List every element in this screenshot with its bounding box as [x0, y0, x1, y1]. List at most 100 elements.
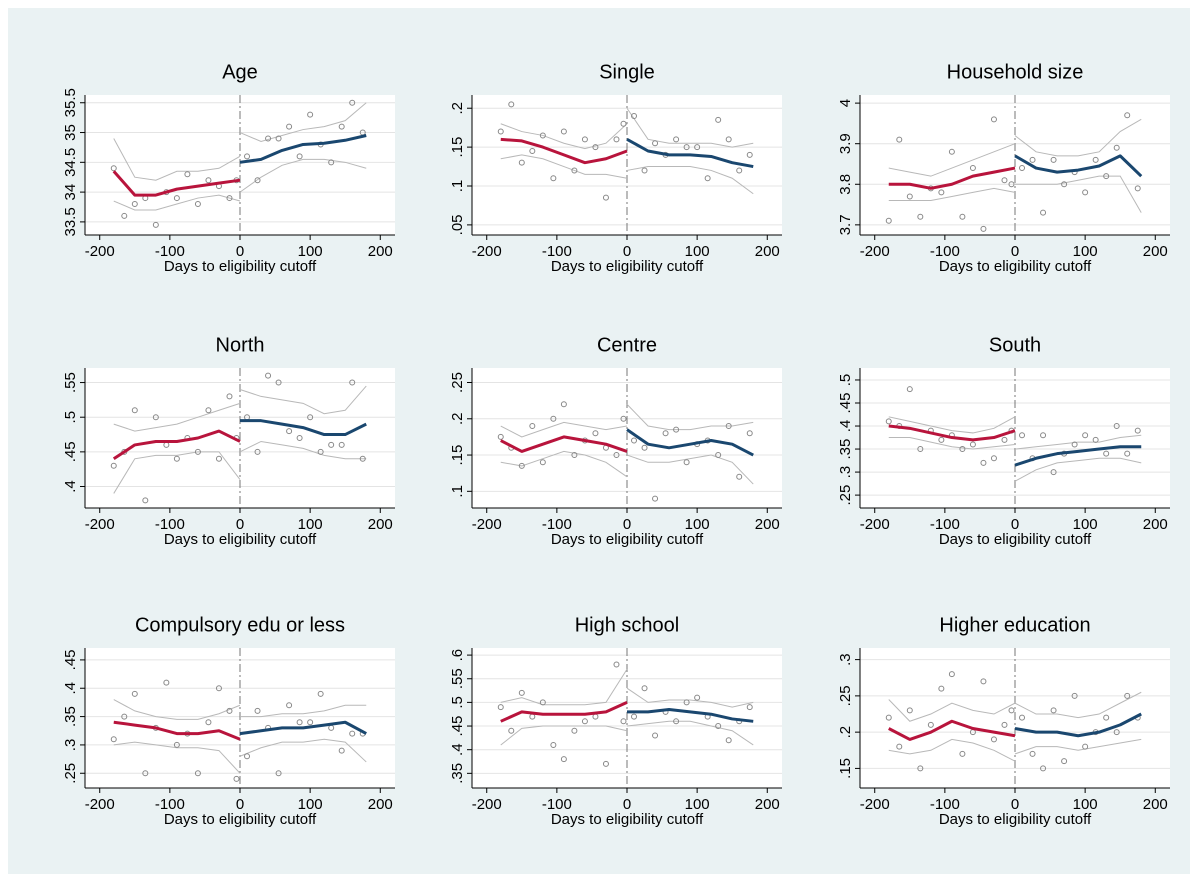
fit-line [239, 134, 367, 164]
data-point [359, 455, 366, 462]
data-point [1001, 436, 1008, 443]
data-point [715, 723, 722, 730]
data-point [620, 718, 627, 725]
fit-line [240, 419, 367, 437]
ci-line [500, 123, 628, 150]
data-point [233, 775, 240, 782]
fit-line [113, 720, 241, 741]
y-tick-label: .25 [837, 685, 854, 706]
data-point [205, 177, 212, 184]
data-point [948, 671, 955, 678]
x-tick-label: 0 [1011, 516, 1019, 533]
data-point [602, 760, 609, 767]
x-axis-label: Days to eligibility cutoff [551, 811, 704, 828]
x-tick-label: 100 [685, 796, 710, 813]
data-point [673, 718, 680, 725]
data-point [613, 661, 620, 668]
data-point [296, 435, 303, 441]
data-point [746, 704, 753, 711]
data-point [592, 430, 599, 437]
x-tick-label: -100 [155, 243, 185, 260]
data-point [1103, 450, 1110, 457]
data-point [110, 736, 117, 743]
data-point [906, 193, 913, 200]
ci-line [500, 450, 628, 478]
data-point [142, 770, 149, 777]
data-point [725, 136, 732, 143]
data-point [959, 213, 966, 220]
x-tick-label: -200 [85, 796, 115, 813]
data-point [194, 448, 201, 455]
data-point [631, 437, 638, 444]
y-tick-label: .55 [62, 372, 79, 393]
panel-title: Household size [947, 61, 1084, 83]
data-point [969, 441, 976, 448]
data-point [652, 732, 659, 739]
data-point [620, 120, 627, 127]
data-point [746, 151, 753, 158]
y-tick-label: .6 [449, 649, 466, 662]
ci-line [113, 402, 241, 432]
data-point [254, 448, 261, 455]
ci-line [1014, 434, 1142, 450]
data-point [917, 213, 924, 220]
fit-line [888, 166, 1016, 190]
data-point [275, 770, 282, 777]
data-point [641, 444, 648, 451]
y-tick-label: .2 [449, 413, 466, 426]
data-point [1103, 173, 1110, 180]
data-point [715, 116, 722, 123]
data-point [529, 423, 536, 430]
data-point [497, 128, 504, 135]
data-point [917, 446, 924, 453]
data-point [1071, 692, 1078, 699]
panel-title: Age [222, 61, 258, 83]
data-point [173, 195, 180, 202]
data-point [539, 459, 546, 466]
data-point [121, 212, 128, 219]
x-tick-label: 100 [298, 243, 323, 260]
data-point [673, 426, 680, 433]
data-point [620, 415, 627, 422]
data-point [683, 459, 690, 466]
data-point [529, 148, 536, 154]
data-point [1040, 765, 1047, 772]
data-point [1113, 144, 1120, 151]
data-point [641, 685, 648, 692]
data-point [550, 741, 557, 748]
data-point [1082, 189, 1089, 196]
x-tick-label: 100 [298, 796, 323, 813]
data-point [1134, 185, 1141, 192]
data-point [1124, 450, 1131, 457]
ci-line [113, 451, 241, 494]
data-point [497, 433, 504, 440]
y-tick-label: .3 [837, 466, 854, 479]
x-axis-label: Days to eligibility cutoff [164, 258, 317, 275]
ci-line [626, 403, 754, 431]
fit-line [627, 707, 754, 723]
data-point [152, 221, 159, 228]
x-tick-label: -100 [542, 796, 572, 813]
data-point [275, 379, 282, 386]
x-tick-label: -200 [472, 243, 502, 260]
ci-line [1014, 738, 1142, 755]
x-tick-label: -200 [860, 796, 890, 813]
data-point [990, 455, 997, 462]
data-point [275, 135, 282, 142]
data-point [581, 136, 588, 143]
data-point [173, 741, 180, 748]
data-point [694, 694, 701, 701]
ci-line [1015, 175, 1142, 213]
y-tick-label: .05 [449, 214, 466, 235]
data-point [508, 101, 515, 108]
data-point [254, 177, 261, 184]
data-point [518, 159, 525, 166]
data-point [885, 217, 892, 224]
data-point [194, 770, 201, 777]
data-point [338, 747, 345, 754]
panel-title: Centre [597, 334, 657, 356]
x-axis-label: Days to eligibility cutoff [551, 531, 704, 548]
y-tick-label: .5 [837, 374, 854, 387]
